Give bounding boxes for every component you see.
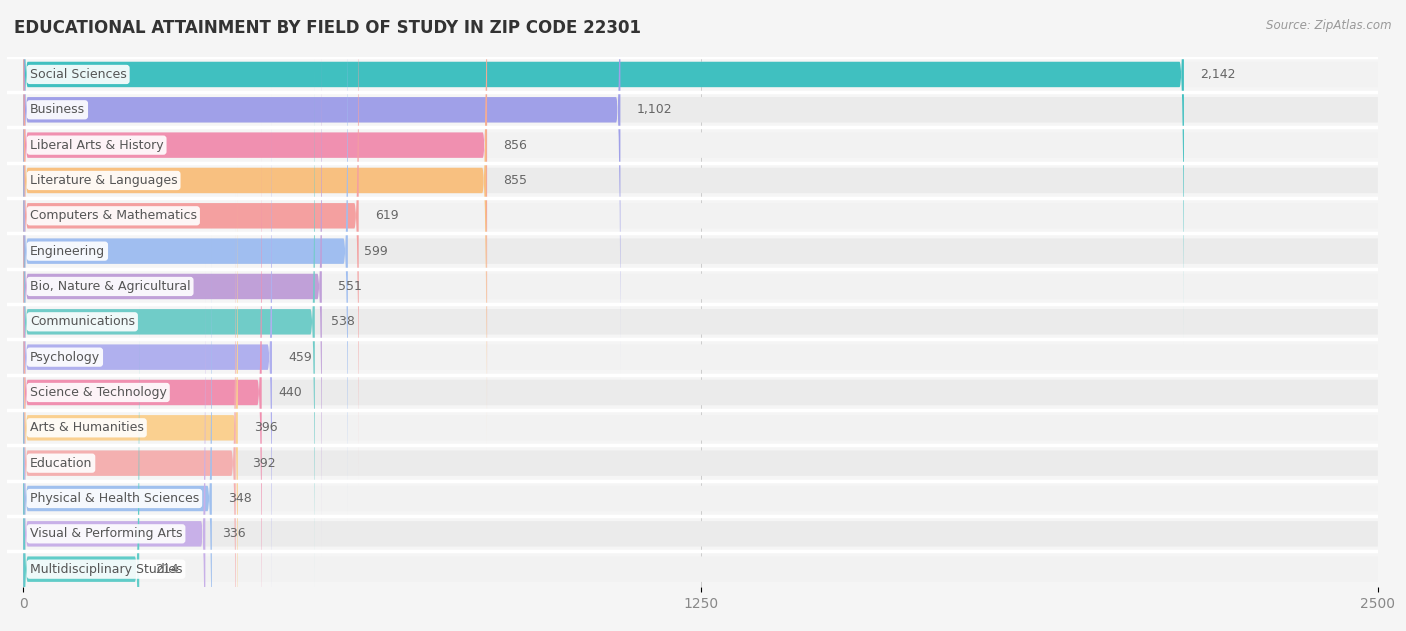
Text: Physical & Health Sciences: Physical & Health Sciences bbox=[30, 492, 200, 505]
FancyBboxPatch shape bbox=[24, 0, 359, 486]
Text: Bio, Nature & Agricultural: Bio, Nature & Agricultural bbox=[30, 280, 190, 293]
FancyBboxPatch shape bbox=[24, 87, 271, 627]
FancyBboxPatch shape bbox=[24, 451, 1378, 476]
Text: Social Sciences: Social Sciences bbox=[30, 68, 127, 81]
Text: 459: 459 bbox=[288, 351, 312, 363]
FancyBboxPatch shape bbox=[24, 16, 322, 557]
FancyBboxPatch shape bbox=[24, 239, 1378, 264]
FancyBboxPatch shape bbox=[24, 52, 315, 592]
FancyBboxPatch shape bbox=[24, 264, 205, 631]
Text: 2,142: 2,142 bbox=[1201, 68, 1236, 81]
FancyBboxPatch shape bbox=[24, 193, 236, 631]
Text: 336: 336 bbox=[222, 528, 245, 540]
Text: Communications: Communications bbox=[30, 316, 135, 328]
Text: Business: Business bbox=[30, 103, 84, 116]
FancyBboxPatch shape bbox=[24, 168, 1378, 193]
Text: 440: 440 bbox=[278, 386, 302, 399]
FancyBboxPatch shape bbox=[24, 557, 1378, 582]
Text: 214: 214 bbox=[156, 563, 179, 575]
Text: Multidisciplinary Studies: Multidisciplinary Studies bbox=[30, 563, 183, 575]
Text: Science & Technology: Science & Technology bbox=[30, 386, 167, 399]
Text: Computers & Mathematics: Computers & Mathematics bbox=[30, 209, 197, 222]
FancyBboxPatch shape bbox=[24, 0, 1184, 345]
FancyBboxPatch shape bbox=[24, 345, 1378, 370]
Text: 392: 392 bbox=[252, 457, 276, 469]
Text: 855: 855 bbox=[503, 174, 527, 187]
FancyBboxPatch shape bbox=[24, 0, 620, 380]
FancyBboxPatch shape bbox=[24, 158, 238, 631]
Text: 599: 599 bbox=[364, 245, 388, 257]
Text: 1,102: 1,102 bbox=[637, 103, 672, 116]
FancyBboxPatch shape bbox=[24, 521, 1378, 546]
FancyBboxPatch shape bbox=[24, 203, 1378, 228]
Text: EDUCATIONAL ATTAINMENT BY FIELD OF STUDY IN ZIP CODE 22301: EDUCATIONAL ATTAINMENT BY FIELD OF STUDY… bbox=[14, 19, 641, 37]
Text: Literature & Languages: Literature & Languages bbox=[30, 174, 177, 187]
FancyBboxPatch shape bbox=[24, 0, 347, 521]
Text: Arts & Humanities: Arts & Humanities bbox=[30, 422, 143, 434]
Text: Source: ZipAtlas.com: Source: ZipAtlas.com bbox=[1267, 19, 1392, 32]
Text: 856: 856 bbox=[503, 139, 527, 151]
FancyBboxPatch shape bbox=[24, 380, 1378, 405]
Text: Liberal Arts & History: Liberal Arts & History bbox=[30, 139, 163, 151]
Text: 551: 551 bbox=[337, 280, 361, 293]
FancyBboxPatch shape bbox=[24, 133, 1378, 158]
Text: 538: 538 bbox=[330, 316, 354, 328]
FancyBboxPatch shape bbox=[24, 309, 1378, 334]
Text: Engineering: Engineering bbox=[30, 245, 105, 257]
Text: 619: 619 bbox=[375, 209, 398, 222]
FancyBboxPatch shape bbox=[24, 486, 1378, 511]
FancyBboxPatch shape bbox=[24, 299, 139, 631]
Text: Psychology: Psychology bbox=[30, 351, 100, 363]
FancyBboxPatch shape bbox=[24, 415, 1378, 440]
FancyBboxPatch shape bbox=[24, 0, 486, 415]
FancyBboxPatch shape bbox=[24, 97, 1378, 122]
Text: 396: 396 bbox=[254, 422, 278, 434]
Text: 348: 348 bbox=[228, 492, 252, 505]
FancyBboxPatch shape bbox=[24, 62, 1378, 87]
Text: Education: Education bbox=[30, 457, 93, 469]
FancyBboxPatch shape bbox=[24, 0, 486, 451]
FancyBboxPatch shape bbox=[24, 228, 212, 631]
Text: Visual & Performing Arts: Visual & Performing Arts bbox=[30, 528, 183, 540]
FancyBboxPatch shape bbox=[24, 274, 1378, 299]
FancyBboxPatch shape bbox=[24, 122, 262, 631]
